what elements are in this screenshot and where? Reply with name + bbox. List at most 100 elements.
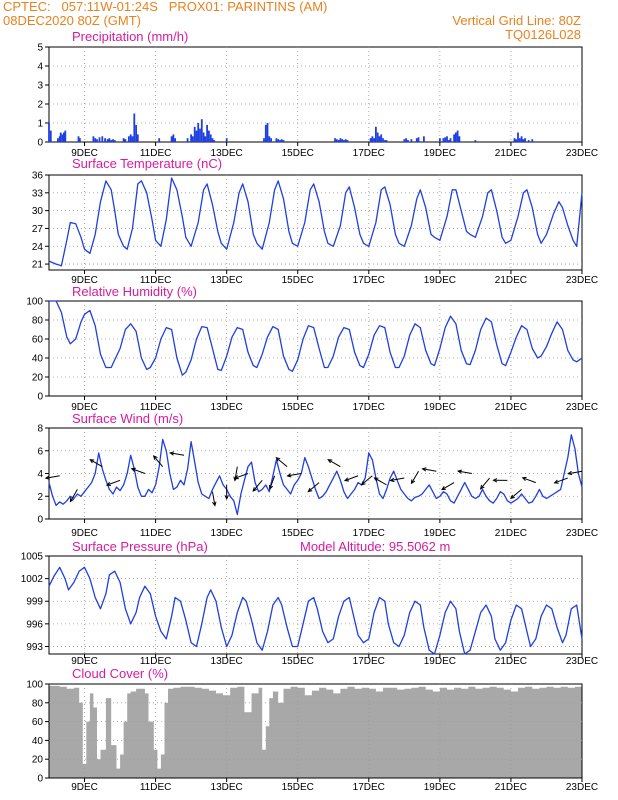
wind-arrow [360, 475, 373, 486]
y-tick-label: 27 [32, 224, 44, 235]
precip-bar [275, 138, 278, 142]
wind-arrow-head [441, 486, 446, 491]
y-tick-label: 100 [26, 680, 43, 691]
wind-arrow-head [212, 501, 217, 507]
precip-bar [385, 140, 388, 142]
precip-bar [442, 138, 445, 142]
y-tick-label: 1 [37, 119, 43, 130]
precip-bar [520, 136, 523, 142]
precip-bar [172, 134, 175, 142]
wind-arrow-head [286, 473, 292, 478]
y-tick-label: 2 [37, 100, 43, 111]
precip-bar [415, 138, 418, 142]
x-tick-label: 21DEC [495, 148, 527, 159]
precip-bar [61, 134, 64, 142]
wind-arrow [373, 477, 387, 486]
x-tick-label: 17DEC [353, 656, 385, 667]
wind-arrow-head [169, 451, 175, 456]
x-tick-label: 15DEC [282, 275, 314, 286]
y-tick-label: 4 [37, 469, 43, 480]
wind-arrow-head [492, 478, 498, 483]
precip-bar [206, 124, 208, 142]
precip-bar [380, 134, 383, 142]
wind-arrow-shaft [411, 470, 419, 484]
y-tick-label: 30 [32, 206, 44, 217]
wind-arrow [252, 480, 263, 492]
panel-title: Cloud Cover (%) [72, 666, 168, 681]
wind-arrow [268, 475, 276, 490]
precip-bar [208, 130, 210, 142]
wind-arrow [421, 467, 437, 472]
wind-arrow-shaft [275, 457, 288, 468]
wind-arrow-shaft [106, 479, 121, 486]
wind-arrow [389, 477, 405, 483]
panel-frame [48, 555, 583, 655]
precip-bar [96, 139, 98, 142]
panel-frame [48, 174, 583, 271]
precip-bar [515, 139, 518, 142]
wind-series-line [48, 434, 583, 516]
y-tick-label: 2 [37, 492, 43, 503]
precip-bar [59, 132, 62, 142]
precip-bar [77, 136, 80, 142]
precip-bar [129, 134, 132, 142]
x-tick-label: 23DEC [566, 782, 598, 793]
precip-bar [378, 136, 381, 142]
x-tick-label: 19DEC [424, 275, 456, 286]
y-tick-label: 100 [26, 297, 43, 308]
precip-bar [128, 136, 130, 142]
x-tick-label: 21DEC [495, 656, 527, 667]
y-tick-label: 6 [37, 446, 43, 457]
x-tick-label: 9DEC [71, 402, 98, 413]
precip-bar [524, 138, 526, 142]
precip-bar [136, 134, 139, 142]
y-tick-label: 33 [32, 188, 44, 199]
precip-bar [407, 140, 409, 142]
x-tick-label: 13DEC [211, 528, 243, 539]
y-tick-label: 36 [32, 171, 44, 182]
panel-title: Relative Humidity (%) [72, 284, 197, 299]
precip-bar [213, 140, 216, 142]
panel-wind: 0 2 4 6 8 9DEC 11DEC 13DEC 15DEC 17DEC 19DEC 21DEC 2… [37, 411, 598, 539]
x-tick-label: 21DEC [495, 782, 527, 793]
wind-arrow-shaft [131, 468, 146, 474]
wind-arrow [521, 476, 536, 484]
wind-arrow-shaft [458, 470, 472, 474]
y-tick-label: 0 [37, 774, 43, 785]
y-tick-label: 1005 [21, 552, 44, 563]
panel-title: Surface Wind (m/s) [72, 411, 183, 426]
panel-frame [48, 300, 583, 397]
precip-bar [453, 134, 455, 142]
precip-bar [193, 126, 196, 142]
precip-bar [449, 138, 452, 142]
wind-arrow-shaft [374, 477, 387, 486]
wind-arrow-shaft [269, 475, 276, 490]
precip-bar [104, 138, 106, 142]
wind-arrow [233, 473, 249, 480]
wind-arrow-shaft [234, 473, 249, 479]
precip-bar [455, 132, 457, 142]
precip-bar [195, 130, 198, 142]
y-tick-label: 5 [37, 43, 43, 54]
wind-arrow-head [69, 497, 74, 503]
wind-arrow-shaft [344, 475, 359, 482]
y-tick-label: 8 [37, 424, 43, 435]
wind-arrow [286, 473, 302, 478]
wind-arrow-head [360, 480, 366, 486]
wind-arrow [479, 477, 490, 490]
precip-bar [263, 138, 265, 142]
panel-title: Surface Pressure (hPa) [72, 539, 208, 554]
x-tick-label: 13DEC [211, 656, 243, 667]
precip-bar [192, 136, 194, 142]
precip-bar [63, 132, 65, 142]
precip-bar [444, 137, 447, 143]
x-tick-label: 15DEC [282, 528, 314, 539]
wind-arrow-shaft [510, 489, 522, 499]
wind-arrow-shaft [390, 477, 405, 481]
panel-title: Surface Temperature (nC) [72, 156, 222, 171]
precip-bar [456, 130, 459, 142]
header-line1: CPTEC: 057:11W-01:24S PROX01: PARINTINS … [3, 0, 328, 14]
y-tick-label: 0 [37, 392, 43, 403]
wind-arrow-head [44, 475, 50, 480]
